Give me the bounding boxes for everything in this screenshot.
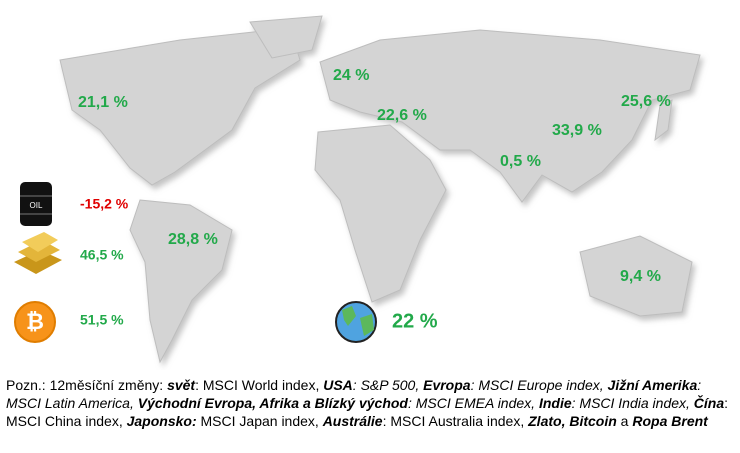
note-part: Indie [538, 395, 572, 411]
note-part: Zlato, Bitcoin [528, 413, 617, 429]
world-map: 21,1 % 24 % 22,6 % 25,6 % 33,9 % 0,5 % 2… [14, 15, 701, 364]
oil-change: -15,2 % [80, 196, 129, 212]
greenland [249, 15, 323, 59]
china-label: 33,9 % [552, 122, 602, 139]
note-part: Východní Evropa, Afrika a Blízký východ [137, 395, 408, 411]
australia-label: 9,4 % [620, 268, 661, 285]
oil-text: OIL [30, 201, 43, 210]
bitcoin-icon: ₿ [14, 301, 56, 343]
note-part: : MSCI India index, [571, 395, 694, 411]
note-part: a [616, 413, 633, 429]
note-part: : MSCI Europe index, [470, 377, 608, 393]
note-part: MSCI Japan index, [196, 413, 323, 429]
globe-icon [335, 301, 377, 343]
japan [654, 99, 673, 142]
note-part: Japonsko: [126, 413, 197, 429]
footnote: Pozn.: 12měsíční změny: svět: MSCI World… [6, 376, 734, 430]
note-part: : MSCI Latin America, [6, 377, 702, 411]
gold-icon [14, 232, 62, 274]
note-part: : MSCI World index, [195, 377, 324, 393]
europe-label: 24 % [333, 67, 369, 84]
africa [314, 124, 447, 303]
india-label: 0,5 % [500, 153, 541, 170]
note-part: Čína [693, 395, 725, 411]
note-part: : MSCI Australia index, [382, 413, 529, 429]
continents [59, 15, 701, 364]
usa-label: 21,1 % [78, 94, 128, 111]
note-part: Evropa [423, 377, 471, 393]
note-part: : MSCI EMEA index, [407, 395, 539, 411]
svg-text:₿: ₿ [26, 309, 44, 334]
note-part: Jižní Amerika [607, 377, 698, 393]
gold-change: 46,5 % [80, 247, 124, 263]
emea-label: 22,6 % [377, 107, 427, 124]
south-america [129, 199, 233, 364]
note-part: : S&P 500, [352, 377, 424, 393]
bitcoin-change: 51,5 % [80, 312, 124, 328]
note-part: Pozn.: 12měsíční změny: [6, 377, 168, 393]
latam-label: 28,8 % [168, 231, 218, 248]
note-part: svět [167, 377, 196, 393]
note-part: : MSCI China index, [6, 395, 729, 429]
eurasia [319, 29, 701, 203]
japan-label: 25,6 % [621, 93, 671, 110]
note-part: Austrálie [322, 413, 383, 429]
note-part: USA [323, 377, 353, 393]
australia [579, 235, 693, 317]
oil-icon: OIL [20, 182, 52, 226]
note-part: Ropa Brent [632, 413, 708, 429]
world-label: 22 % [392, 310, 438, 332]
